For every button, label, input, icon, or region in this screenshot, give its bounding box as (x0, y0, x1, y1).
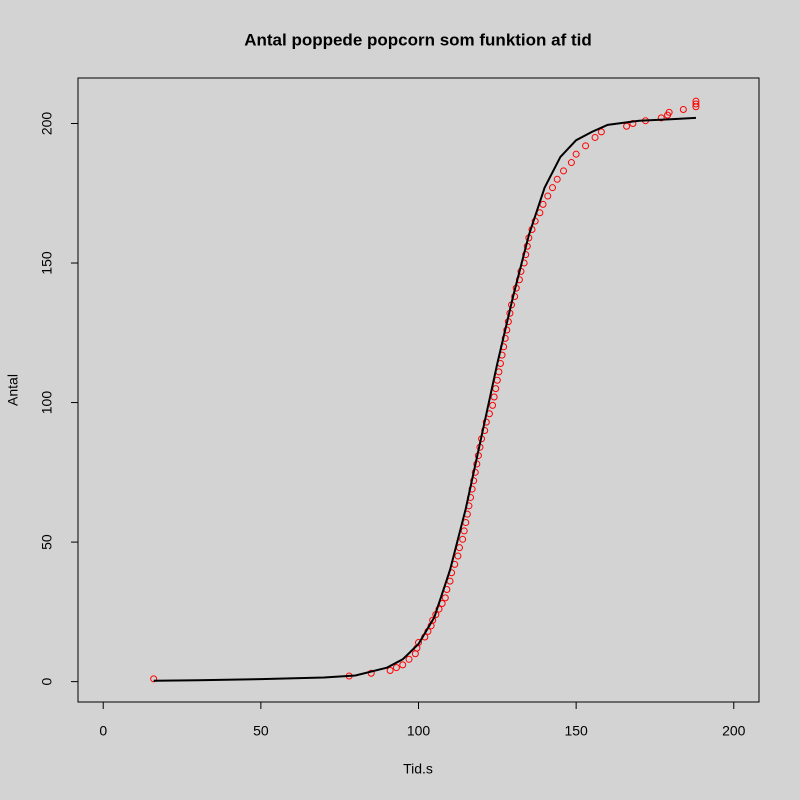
data-point (501, 334, 509, 342)
chart-title: Antal poppede popcorn som funktion af ti… (244, 30, 592, 49)
data-point (591, 133, 599, 141)
data-point (454, 552, 462, 560)
data-point (560, 167, 568, 175)
data-point (481, 426, 489, 434)
x-axis-label: Tid.s (403, 761, 433, 777)
data-point (386, 666, 394, 674)
data-point (567, 159, 575, 167)
data-point (392, 664, 400, 672)
data-point (415, 639, 422, 647)
data-point (679, 106, 687, 114)
fitted-curve (153, 116, 696, 682)
data-point (470, 477, 478, 485)
data-point (460, 527, 468, 535)
data-point (665, 108, 673, 116)
data-point (548, 184, 556, 192)
data-point (482, 418, 490, 426)
data-point (399, 661, 407, 669)
data-point (459, 535, 467, 543)
data-point (657, 114, 665, 122)
data-point (553, 175, 561, 183)
y-axis-label: Antal (5, 374, 21, 406)
data-point (582, 142, 590, 150)
data-point (629, 119, 637, 127)
data-point (429, 616, 437, 624)
data-point (597, 128, 605, 136)
x-tick-label: 0 (99, 723, 107, 739)
x-tick-label: 200 (722, 723, 746, 739)
x-tick-label: 100 (407, 723, 431, 739)
y-tick-label: 150 (39, 251, 55, 275)
y-tick-label: 50 (39, 534, 55, 550)
data-point (544, 192, 552, 200)
data-point (490, 393, 498, 401)
data-point (150, 675, 158, 683)
y-tick-label: 100 (39, 391, 55, 415)
data-point (692, 100, 700, 108)
y-tick-label: 0 (39, 678, 55, 686)
x-tick-label: 50 (253, 723, 269, 739)
data-point (441, 594, 449, 602)
x-tick-label: 150 (564, 723, 588, 739)
y-tick-label: 200 (39, 112, 55, 136)
data-point (572, 150, 580, 158)
data-point (405, 655, 413, 663)
data-point (522, 251, 530, 259)
data-point (692, 97, 700, 105)
data-point (489, 401, 497, 409)
